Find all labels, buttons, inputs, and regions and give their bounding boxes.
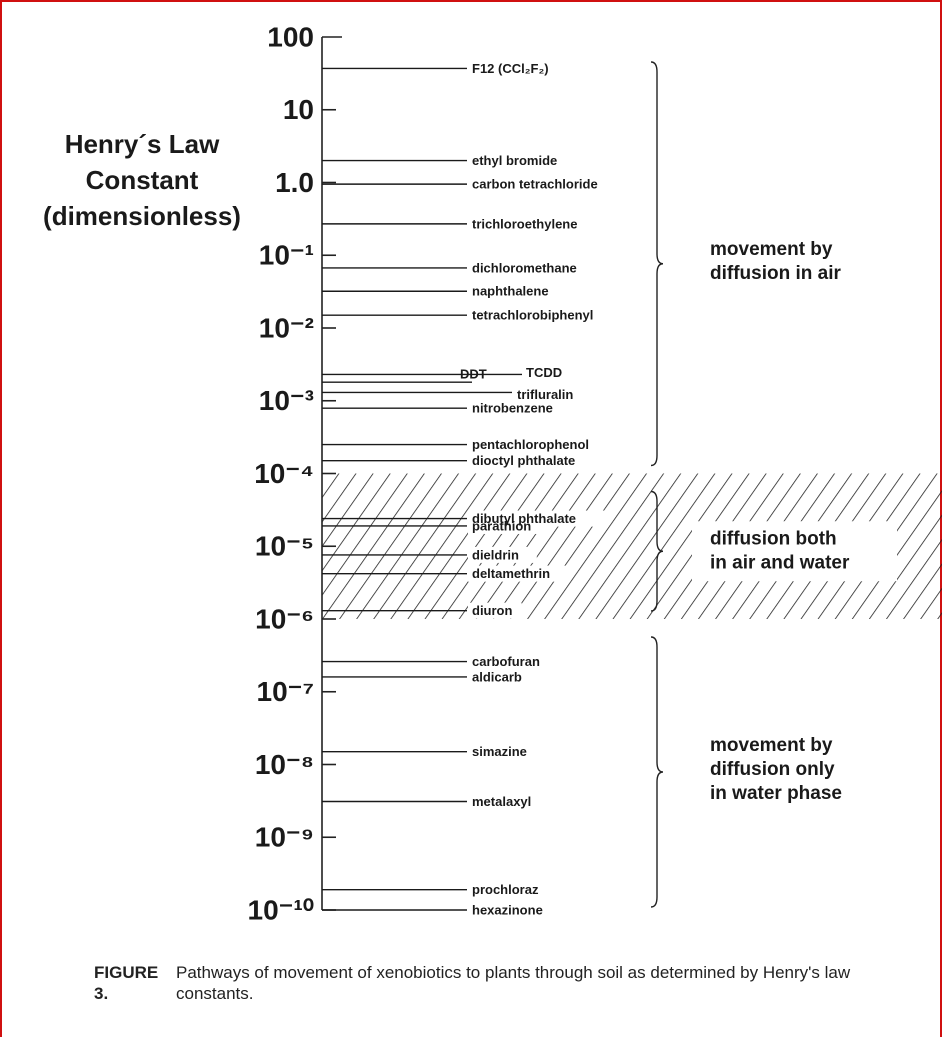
y-tick-label: 10⁻² <box>259 312 314 343</box>
compound-label: TCDD <box>526 365 562 380</box>
caption-text: Pathways of movement of xenobiotics to p… <box>176 963 851 1003</box>
region-label: diffusion both <box>710 528 837 549</box>
compound-label: carbofuran <box>472 654 540 669</box>
y-tick-label: 10⁻⁶ <box>255 603 314 634</box>
compound-label: simazine <box>472 744 527 759</box>
brace <box>650 61 664 467</box>
compound-label: dibutyl phthalate <box>472 511 576 526</box>
compound-label: tetrachlorobiphenyl <box>472 308 593 323</box>
compound-label: diuron <box>472 603 512 618</box>
label-bg <box>468 565 568 582</box>
region-label: movement by <box>710 239 833 260</box>
compound-label: trichloroethylene <box>472 216 577 231</box>
compound-label: naphthalene <box>472 284 549 299</box>
brace <box>650 636 664 908</box>
compound-label: parathion <box>472 518 531 533</box>
compound-label: dieldrin <box>472 547 519 562</box>
y-tick-label: 100 <box>267 21 314 52</box>
compound-label: dioctyl phthalate <box>472 453 575 468</box>
compound-label: carbon tetrachloride <box>472 177 598 192</box>
caption-figure: FIGURE 3. <box>94 963 159 1003</box>
y-tick-label: 10⁻⁷ <box>257 676 314 707</box>
y-axis-label: Henry´s Law <box>65 129 220 159</box>
compound-label: aldicarb <box>472 669 522 684</box>
y-tick-label: 10⁻⁸ <box>255 749 314 780</box>
compound-label: hexazinone <box>472 902 543 917</box>
compound-label: DDT <box>460 367 487 382</box>
y-tick-label: 10⁻⁹ <box>255 822 314 853</box>
region-label: diffusion in air <box>710 263 841 284</box>
y-tick-label: 10⁻¹ <box>259 240 314 271</box>
label-bg <box>468 517 545 534</box>
label-bg <box>468 546 537 563</box>
label-bg <box>468 602 522 619</box>
brace <box>650 490 664 612</box>
y-tick-label: 10⁻³ <box>259 385 314 416</box>
y-axis-label: (dimensionless) <box>43 201 241 231</box>
compound-label: pentachlorophenol <box>472 437 589 452</box>
y-tick-label: 10⁻⁴ <box>254 458 314 489</box>
region-label: in water phase <box>710 783 842 804</box>
compound-label: ethyl bromide <box>472 153 557 168</box>
y-axis-label: Constant <box>86 165 199 195</box>
compound-label: prochloraz <box>472 882 539 897</box>
compound-label: metalaxyl <box>472 794 531 809</box>
compound-label: trifluralin <box>517 387 573 402</box>
y-tick-label: 10⁻⁵ <box>255 531 314 562</box>
compound-label: F12 (CCl₂F₂) <box>472 61 549 76</box>
chart: Henry´s Law Constant (dimensionless) mov… <box>43 21 942 925</box>
region-label: diffusion only <box>710 759 835 780</box>
compound-label: nitrobenzene <box>472 401 553 416</box>
y-tick-label: 1.0 <box>275 167 314 198</box>
region-label: movement by <box>710 735 833 756</box>
compound-label: dichloromethane <box>472 260 577 275</box>
compound-label: deltamethrin <box>472 566 550 581</box>
y-tick-label: 10⁻¹⁰ <box>248 894 314 925</box>
caption: FIGURE 3. Pathways of movement of xenobi… <box>94 962 894 1004</box>
region-label: in air and water <box>710 552 850 573</box>
label-bg <box>692 521 897 582</box>
y-tick-label: 10 <box>283 94 314 125</box>
